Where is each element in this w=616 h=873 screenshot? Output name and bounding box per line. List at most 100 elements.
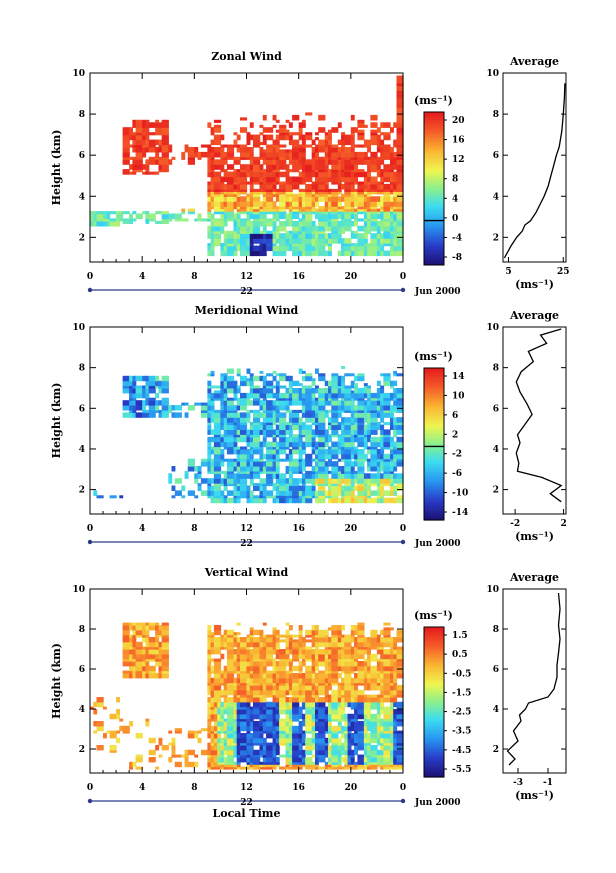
heatmap-cell (207, 166, 212, 170)
heatmap-cell (210, 409, 215, 413)
heatmap-cell (266, 198, 270, 202)
heatmap-cell (148, 216, 153, 220)
heatmap-cell (243, 196, 248, 200)
heatmap-cell (178, 478, 182, 482)
heatmap-cell (334, 220, 339, 224)
heatmap-cell (233, 161, 238, 165)
heatmap-cell (236, 179, 241, 183)
heatmap-cell (253, 142, 257, 146)
heatmap-cell (145, 395, 150, 399)
heatmap-cell (376, 201, 381, 205)
heatmap-cell (93, 220, 98, 224)
colorbar-tick-label: 0 (452, 214, 458, 224)
x-tick-label: 0 (400, 272, 406, 282)
heatmap-cell (275, 154, 280, 158)
heatmap-cell (298, 250, 303, 254)
heatmap-cell (380, 238, 385, 242)
heatmap-cell (295, 198, 300, 202)
heatmap-cell (380, 250, 385, 254)
heatmap-cell (347, 206, 352, 210)
heatmap-cell (383, 188, 388, 192)
heatmap-cell (122, 149, 127, 153)
heatmap-cell (220, 245, 225, 249)
heatmap-cell (269, 245, 274, 249)
heatmap-cell (380, 245, 385, 249)
heatmap-cell (288, 122, 293, 126)
heatmap-cell (240, 151, 244, 155)
heatmap-cell (262, 198, 267, 202)
heatmap-cell (363, 198, 368, 202)
heatmap-cell (223, 211, 228, 215)
heatmap-cell (187, 463, 192, 467)
heatmap-cell (318, 235, 323, 239)
heatmap-cell (376, 174, 381, 178)
heatmap-cell (207, 451, 212, 455)
heatmap-cell (158, 122, 163, 126)
heatmap-cell (210, 412, 215, 416)
heatmap-cell (266, 208, 270, 212)
heatmap-cell (279, 223, 283, 227)
heatmap-cell (380, 213, 385, 217)
heatmap-cell (174, 490, 179, 494)
heatmap-cell (233, 188, 238, 192)
heatmap-cell (282, 211, 287, 215)
heatmap-cell (386, 206, 391, 210)
heatmap-cell (125, 218, 130, 222)
heatmap-cell (324, 134, 329, 138)
heatmap-cell (324, 183, 329, 187)
heatmap-cell (399, 183, 404, 187)
heatmap-cell (324, 186, 329, 190)
heatmap-cell (363, 248, 368, 252)
heatmap-cell (197, 470, 202, 474)
heatmap-cell (288, 243, 293, 247)
heatmap-cell (256, 169, 261, 173)
heatmap-cell (142, 412, 147, 416)
heatmap-cell (282, 223, 287, 227)
heatmap-cell (331, 156, 336, 160)
heatmap-cell (301, 156, 306, 160)
heatmap-cell (399, 186, 404, 190)
heatmap-cell (138, 132, 143, 136)
heatmap-cell (324, 225, 329, 229)
heatmap-cell (305, 193, 310, 197)
heatmap-cell (207, 466, 212, 469)
heatmap-cell (217, 473, 222, 477)
heatmap-cell (390, 159, 394, 163)
heatmap-cell (367, 198, 371, 202)
heatmap-cell (396, 139, 401, 143)
heatmap-cell (373, 156, 378, 160)
colorbar-segment (424, 208, 444, 212)
heatmap-cell (210, 385, 215, 389)
heatmap-cell (226, 147, 231, 151)
heatmap-cell (148, 218, 153, 222)
heatmap-cell (347, 238, 352, 242)
heatmap-cell (96, 220, 101, 224)
heatmap-cell (256, 253, 261, 257)
heatmap-cell (253, 211, 257, 215)
average-x-tick-label: 25 (557, 267, 570, 277)
heatmap-cell (396, 159, 401, 163)
heatmap-cell (269, 166, 274, 170)
heatmap-cell (393, 174, 398, 178)
heatmap-cell (321, 223, 326, 227)
heatmap-cell (204, 414, 208, 418)
heatmap-cell (213, 463, 218, 467)
heatmap-cell (337, 238, 342, 242)
heatmap-cell (328, 233, 332, 237)
heatmap-cell (191, 154, 195, 158)
heatmap-cell (145, 400, 150, 404)
heatmap-cell (132, 402, 137, 406)
heatmap-cell (240, 186, 244, 190)
heatmap-cell (230, 171, 235, 175)
heatmap-cell (207, 407, 212, 411)
heatmap-cell (132, 395, 137, 399)
heatmap-cell (383, 233, 388, 237)
heatmap-cell (259, 132, 264, 136)
heatmap-cell (396, 233, 401, 237)
heatmap-cell (337, 191, 342, 195)
heatmap-cell (96, 216, 101, 220)
heatmap-cell (279, 201, 283, 205)
heatmap-cell (210, 183, 215, 187)
heatmap-cell (311, 139, 316, 143)
heatmap-cell (272, 228, 277, 232)
